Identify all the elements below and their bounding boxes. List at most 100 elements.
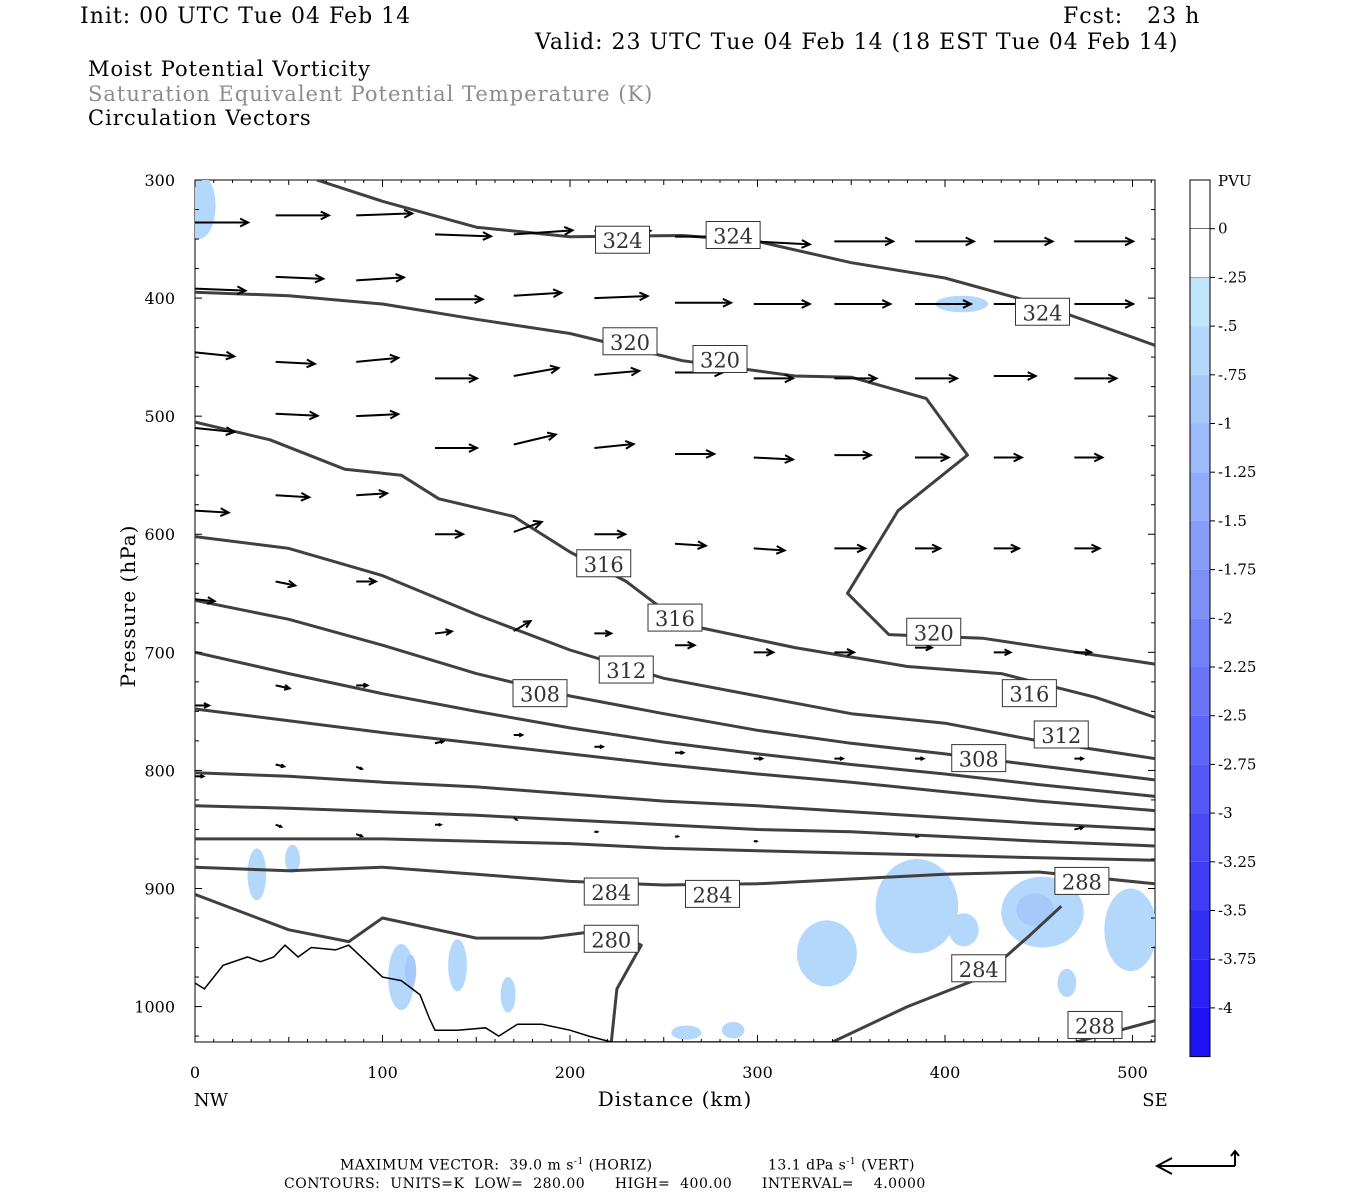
circulation-vector [915, 452, 951, 463]
circulation-vector [356, 353, 401, 364]
circulation-vector [675, 297, 734, 308]
y-tick-label: 800 [144, 761, 175, 780]
circulation-vector [993, 648, 1013, 657]
pv-shading-patch [671, 1025, 702, 1040]
vector-head [474, 294, 485, 305]
contour-label-text: 308 [520, 683, 560, 707]
max-vector-text: MAXIMUM VECTOR: 39.0 m s-1 (HORIZ) [340, 1157, 653, 1174]
circulation-vector [993, 543, 1022, 554]
x-tick-label: 200 [555, 1063, 586, 1082]
legend-swatch [1190, 1007, 1210, 1057]
circulation-vector [834, 236, 896, 247]
contour-label-text: 312 [606, 659, 646, 683]
legend-level-label: -1 [1218, 415, 1233, 433]
vector-head [522, 619, 533, 629]
vector-shaft [674, 542, 706, 547]
legend-level-label: -3.75 [1218, 950, 1256, 968]
circulation-vector [356, 488, 390, 499]
vector-head [403, 208, 415, 219]
circulation-vector [195, 217, 251, 228]
unit-exponent-vert: -1 [846, 1157, 857, 1167]
circulation-vector [434, 628, 455, 636]
circulation-vector [356, 682, 370, 689]
vector-head [320, 210, 332, 221]
circulation-vector [275, 823, 284, 828]
vector-head [916, 835, 921, 838]
vector-head [679, 750, 686, 756]
vector-head [676, 835, 681, 838]
circulation-vector [434, 231, 494, 241]
circulation-vector [513, 732, 525, 738]
vector-head [532, 519, 544, 529]
vector-head [438, 822, 443, 827]
contour-label-box [576, 549, 632, 578]
valid-time-text: Valid: 23 UTC Tue 04 Feb 14 (18 EST Tue … [535, 30, 1179, 55]
vector-head [1027, 371, 1039, 381]
circulation-vector [915, 756, 926, 761]
field-title-theta-es: Saturation Equivalent Potential Temperat… [88, 82, 654, 106]
circulation-vector [753, 545, 787, 555]
pv-shading-patch [1104, 888, 1155, 972]
circulation-vector [275, 358, 318, 369]
field-title-vectors: Circulation Vectors [88, 106, 312, 130]
vector-head [283, 684, 292, 691]
theta-es-contour-280 [195, 892, 643, 1042]
legend-level-label: -1.5 [1218, 512, 1247, 530]
vector-head [454, 529, 466, 540]
vector-head [468, 373, 480, 384]
terrain-line [195, 944, 1155, 1042]
circulation-vector [275, 763, 287, 769]
circulation-vector [594, 440, 636, 450]
vector-shaft [594, 369, 640, 376]
contour-label-box [1033, 720, 1089, 749]
circulation-vector [915, 299, 974, 309]
vector-head [308, 410, 320, 421]
circulation-vector [753, 839, 759, 843]
x-tick-label: 500 [1117, 1063, 1148, 1082]
legend-swatch [1190, 715, 1210, 765]
vector-head [445, 628, 455, 636]
contour-label-box [685, 879, 740, 908]
vector-head [931, 543, 943, 554]
circulation-vector [834, 450, 874, 460]
theta-es-contour-312 [195, 535, 1155, 761]
vector-head [563, 226, 575, 236]
circulation-vector [434, 739, 446, 745]
legend-level-label: -3.25 [1218, 853, 1256, 871]
vector-shaft [594, 443, 634, 450]
vector-head [705, 449, 717, 459]
contour-label-box [1001, 679, 1057, 708]
circulation-vector [834, 756, 846, 761]
legend-swatch [1190, 910, 1210, 960]
vector-head [359, 833, 365, 838]
contour-label-text: 320 [610, 331, 650, 355]
pv-shading-patch [948, 913, 979, 947]
contour-label-box [647, 603, 703, 632]
vector-head [697, 540, 709, 551]
legend-swatch [1190, 520, 1210, 570]
vector-head [1091, 543, 1102, 554]
circulation-vector [1074, 373, 1119, 384]
vector-shaft [753, 240, 810, 246]
vector-head [552, 288, 564, 299]
circulation-vector [834, 373, 879, 384]
vector-head [867, 373, 879, 384]
circulation-vector [674, 540, 709, 551]
circulation-vector [993, 452, 1025, 463]
contour-label-box [705, 220, 761, 249]
x-end-label-left: NW [194, 1090, 229, 1111]
legend-swatch [1190, 569, 1210, 619]
vector-head [1044, 236, 1055, 247]
pv-shading-patch [285, 844, 300, 874]
pv-shading-patch [405, 954, 417, 988]
y-tick-label: 300 [144, 171, 175, 190]
vector-head [638, 291, 650, 302]
contour-label-text: 324 [1022, 301, 1062, 325]
vector-shaft [275, 360, 315, 365]
legend-swatch [1190, 277, 1210, 327]
circulation-vector [356, 409, 401, 420]
vector-head [962, 299, 974, 309]
legend-level-label: -.5 [1218, 317, 1237, 335]
theta-es-contour-300 [195, 707, 1155, 813]
contour-label-text: 320 [700, 348, 740, 372]
